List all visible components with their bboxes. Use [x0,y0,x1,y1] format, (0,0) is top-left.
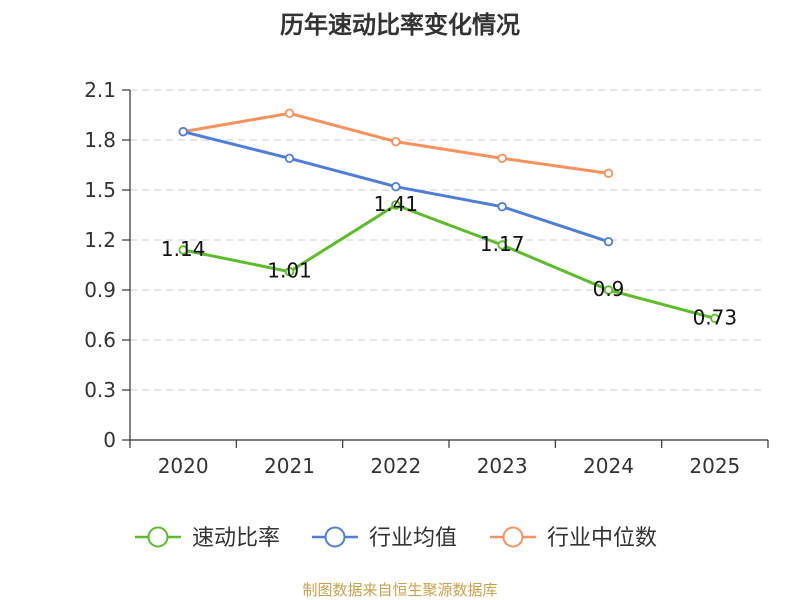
x-tick-label: 2024 [583,454,634,478]
data-point [603,168,614,179]
data-label: 1.41 [374,192,419,216]
data-point [391,181,401,192]
legend-item-0[interactable]: 速动比率 [135,526,280,551]
chart-title: 历年速动比率变化情况 [280,11,520,39]
data-point [710,313,720,324]
data-point [178,126,188,137]
data-point [603,285,614,295]
data-label: 1.17 [480,232,525,256]
series-lines [181,111,717,320]
y-tick-label: 0.6 [84,328,116,352]
data-label: 0.9 [593,277,625,301]
x-tick-label: 2020 [158,454,209,478]
y-tick-label: 0 [103,428,116,452]
legend-label: 行业中位数 [547,526,657,551]
y-tick-label: 0.3 [84,378,116,402]
x-tick-label: 2021 [264,454,315,478]
legend-item-2[interactable]: 行业中位数 [490,526,657,551]
series-line-0 [181,203,717,320]
data-labels: 1.14 1.01 1.41 1.17 0.9 0.73 [161,192,737,329]
data-label: 1.01 [267,259,312,283]
y-tick-label: 2.1 [84,78,116,102]
data-point [284,266,295,277]
data-label: 0.73 [693,305,738,329]
legend-marker [324,526,346,548]
data-point [391,136,401,147]
legend: 速动比率 行业均值 行业中位数 [135,526,657,551]
legend-label: 速动比率 [192,526,280,551]
data-point [284,153,295,164]
y-tick-label: 1.8 [84,128,116,152]
legend-label: 行业均值 [369,526,457,551]
y-tick-label: 1.2 [84,228,116,252]
legend-marker [147,526,169,548]
source-footer: 制图数据来自恒生聚源数据库 [302,581,497,599]
y-tick-label: 0.9 [84,278,116,302]
x-tick-label: 2022 [370,454,421,478]
x-tick-label: 2025 [689,454,740,478]
data-point [603,236,614,247]
y-tick-label: 1.5 [84,178,116,202]
data-label: 1.14 [161,237,206,261]
data-point [497,201,507,212]
x-tick-label: 2023 [477,454,528,478]
data-point [391,200,401,210]
legend-item-1[interactable]: 行业均值 [312,526,457,551]
data-point [497,153,507,164]
legend-marker [502,526,524,548]
data-point [497,240,507,250]
grid-lines [130,89,765,391]
axes: 0 0.3 0.6 0.9 1.2 1.5 1.8 2.1 2020 2021 2022 2023 20… [84,78,769,478]
series-points [178,108,720,324]
data-point [284,108,295,119]
data-point [178,245,188,255]
